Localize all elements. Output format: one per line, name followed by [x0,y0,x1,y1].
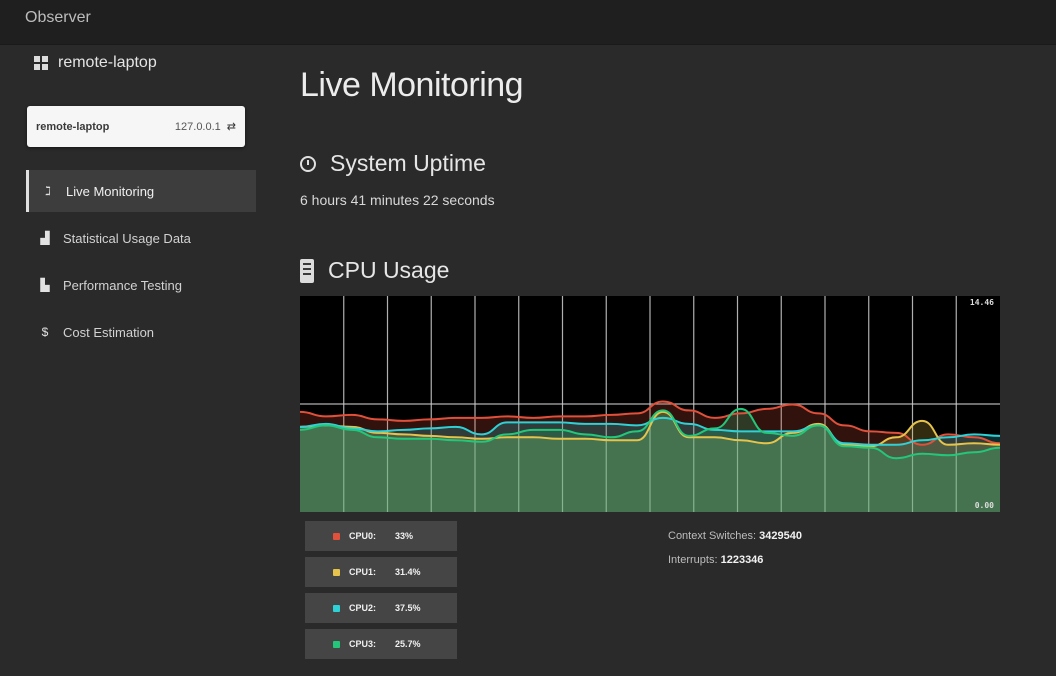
system-uptime-heading: System Uptime [300,150,486,177]
server-icon [300,258,314,283]
legend-cpu-value: 31.4% [395,567,421,577]
sidebar-item-label: Statistical Usage Data [63,230,191,246]
uptime-value: 6 hours 41 minutes 22 seconds [300,192,495,208]
sidebar-nav: ℷ Live Monitoring ▟ Statistical Usage Da… [26,170,256,358]
legend-swatch [333,568,340,576]
legend-cpu-value: 37.5% [395,603,421,613]
legend-item-cpu1[interactable]: CPU1: 31.4% [305,557,457,587]
legend-item-cpu0[interactable]: CPU0: 33% [305,521,457,551]
top-bar: Observer [0,0,1056,45]
sidebar-item-label: Live Monitoring [66,183,155,199]
sidebar-item-live-monitoring[interactable]: ℷ Live Monitoring [26,170,256,212]
interrupts-label: Interrupts: [668,554,718,566]
app-title: Observer [25,9,91,26]
clock-icon [300,155,316,172]
series-line-cpu3 [300,407,1000,460]
interrupts-value: 1223346 [720,554,764,566]
host-header-label: remote-laptop [58,54,157,71]
series-line-cpu1 [300,410,1000,448]
cpu-usage-title: CPU Usage [328,257,450,283]
car-icon: ▙ [40,278,50,292]
server-grid-icon [34,56,48,70]
legend-cpu-value: 33% [395,531,414,541]
interrupts-stat: Interrupts: 1223346 [668,554,802,566]
series-area-cpu1 [300,411,1000,512]
context-switches-stat: Context Switches: 3429540 [668,530,802,542]
system-uptime-title: System Uptime [330,150,486,176]
sidebar-host-header: remote-laptop [34,52,157,74]
cpu-chart-svg [300,296,1000,512]
context-switches-value: 3429540 [759,530,802,542]
chart-icon: ▟ [40,231,50,245]
sidebar-item-label: Performance Testing [63,277,182,293]
page-title: Live Monitoring [300,66,524,104]
legend-cpu-name: CPU2: [349,603,377,613]
legend-cpu-name: CPU0: [349,531,377,541]
y-min-label: 0.00 [974,501,994,510]
legend-cpu-name: CPU3: [349,639,377,649]
rss-icon: ℷ [45,184,51,198]
series-area-cpu0 [300,401,1000,512]
host-card-name: remote-laptop [36,120,110,133]
legend-item-cpu2[interactable]: CPU2: 37.5% [305,593,457,623]
dollar-icon: $ [41,325,49,339]
system-stats: Context Switches: 3429540 Interrupts: 12… [668,530,802,578]
context-switches-label: Context Switches: [668,530,757,542]
legend-item-cpu3[interactable]: CPU3: 25.7% [305,629,457,659]
sidebar-item-statistical-usage-data[interactable]: ▟ Statistical Usage Data [26,217,256,259]
series-area-cpu3 [300,408,1000,512]
swap-icon[interactable]: ⇄ [226,121,236,133]
legend-swatch [333,640,340,648]
host-selector-card[interactable]: remote-laptop 127.0.0.1 ⇄ [27,106,245,147]
legend-cpu-name: CPU1: [349,567,377,577]
sidebar-item-cost-estimation[interactable]: $ Cost Estimation [26,311,256,353]
cpu-legend: CPU0: 33% CPU1: 31.4% CPU2: 37.5% CPU3: … [305,521,457,665]
host-card-ip: 127.0.0.1 [174,120,221,133]
legend-swatch [333,604,340,612]
cpu-usage-chart: 14.46 0.00 [300,296,1000,512]
cpu-usage-heading: CPU Usage [300,257,449,284]
legend-swatch [333,532,340,540]
y-max-label: 14.46 [969,298,994,307]
sidebar-item-label: Cost Estimation [63,324,155,340]
legend-cpu-value: 25.7% [395,639,421,649]
sidebar-item-performance-testing[interactable]: ▙ Performance Testing [26,264,256,306]
series-line-cpu0 [300,400,1000,446]
